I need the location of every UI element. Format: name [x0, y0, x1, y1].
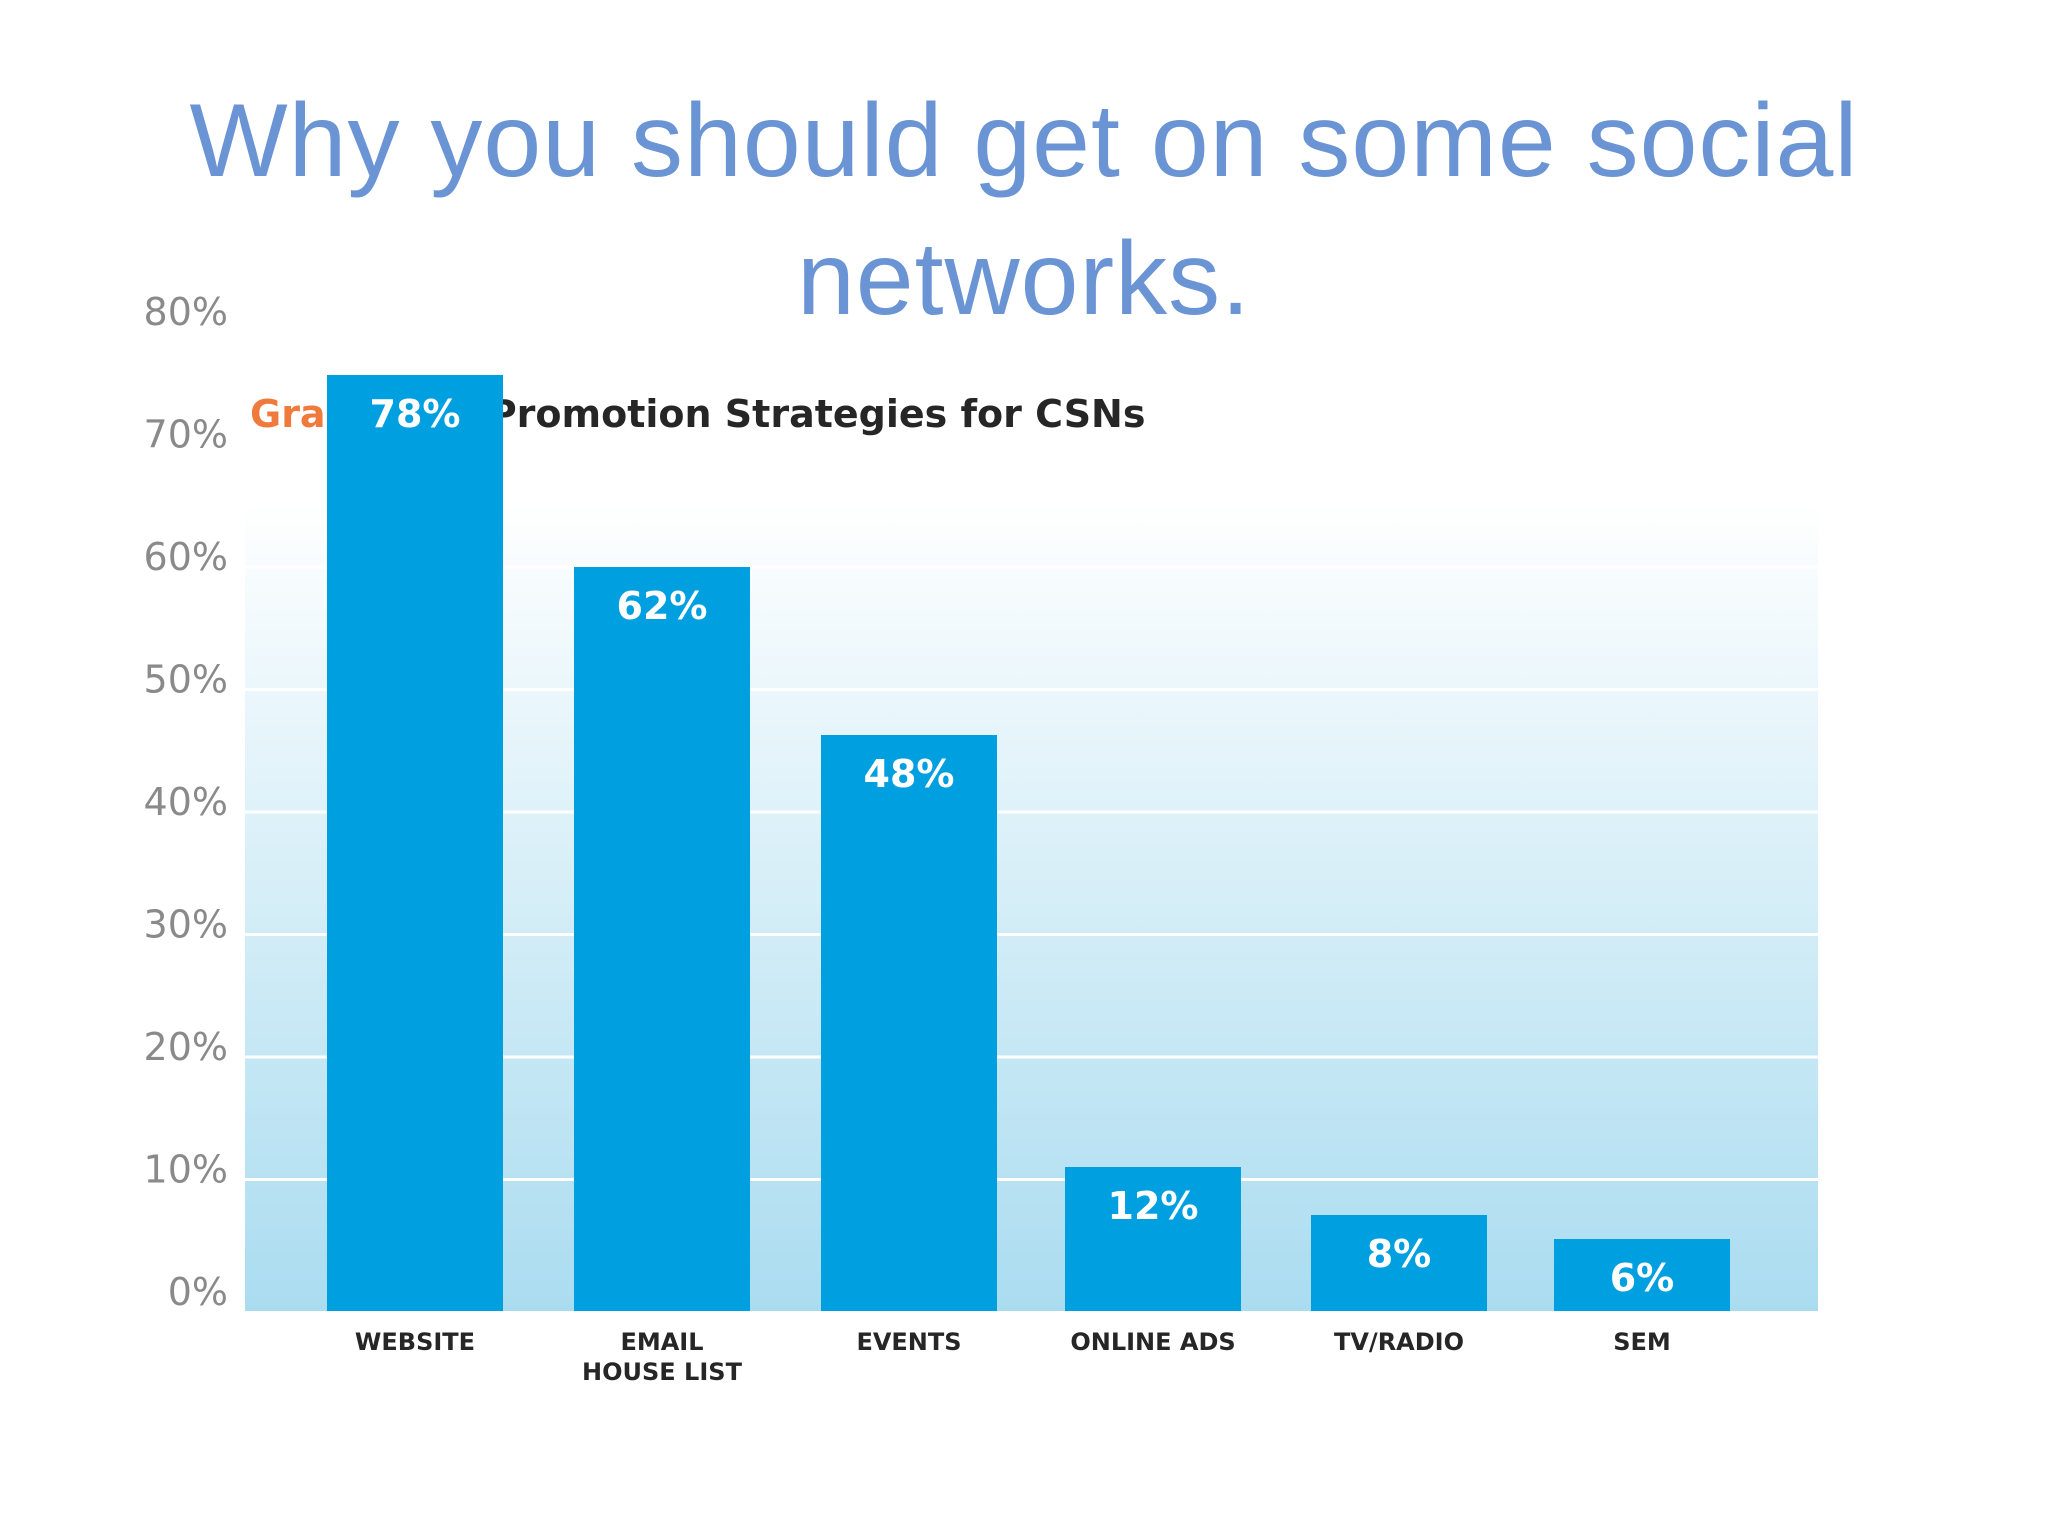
- category-label: ONLINE ADS: [1070, 1328, 1235, 1356]
- bar: [1311, 1215, 1487, 1311]
- bar-value-label: 8%: [1367, 1232, 1432, 1276]
- y-tick-label: 80%: [144, 290, 228, 334]
- bar-value-label: 48%: [864, 752, 955, 796]
- bar: [574, 567, 750, 1311]
- bar: [821, 735, 997, 1311]
- y-tick-label: 20%: [144, 1025, 228, 1069]
- y-tick-label: 40%: [144, 780, 228, 824]
- category-label: HOUSE LIST: [582, 1358, 743, 1386]
- category-label: WEBSITE: [355, 1328, 475, 1356]
- y-tick-label: 60%: [144, 535, 228, 579]
- y-tick-label: 0%: [168, 1270, 228, 1314]
- category-label: SEM: [1613, 1328, 1671, 1356]
- category-label: EMAIL: [620, 1328, 703, 1356]
- y-tick-label: 70%: [144, 413, 228, 457]
- y-tick-label: 50%: [144, 658, 228, 702]
- bar-value-label: 6%: [1610, 1256, 1675, 1300]
- plot-background: [245, 500, 1818, 1311]
- bar-value-label: 12%: [1108, 1184, 1199, 1228]
- slide-title: Why you should get on some social networ…: [189, 83, 1859, 337]
- category-label: TV/RADIO: [1334, 1328, 1464, 1356]
- bar: [327, 375, 503, 1311]
- y-tick-label: 10%: [144, 1148, 228, 1192]
- bar-value-label: 78%: [370, 392, 461, 436]
- bar-value-label: 62%: [617, 584, 708, 628]
- chart-title: Promotion Strategies for CSNs: [488, 392, 1146, 436]
- bar: [1554, 1239, 1730, 1311]
- bar: [1065, 1167, 1241, 1311]
- y-tick-label: 30%: [144, 903, 228, 947]
- category-label: EVENTS: [856, 1328, 961, 1356]
